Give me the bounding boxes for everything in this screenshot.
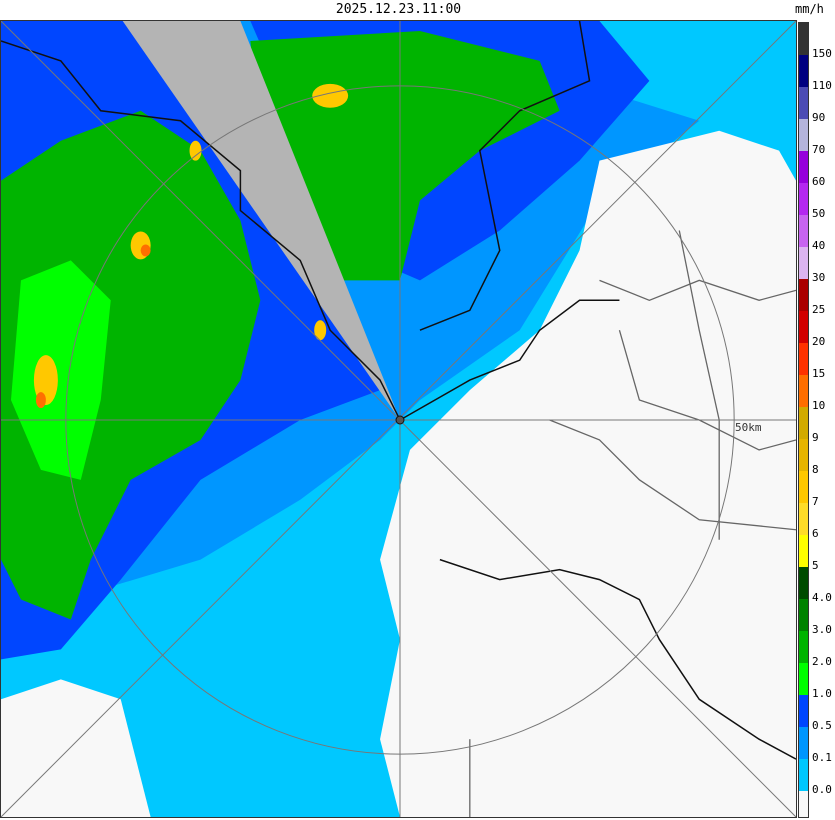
legend-label: 1.0 <box>812 687 832 700</box>
legend-label: 5 <box>812 559 819 572</box>
intense-rain-cells <box>33 83 349 406</box>
legend-swatch <box>799 279 808 311</box>
legend-swatch <box>799 663 808 695</box>
legend-swatch <box>799 343 808 375</box>
legend-label: 10 <box>812 399 826 412</box>
legend-swatch <box>799 55 808 87</box>
legend-swatch <box>799 759 808 791</box>
legend-label: 15 <box>812 367 826 380</box>
legend-label: 110 <box>812 79 832 92</box>
legend-label: 3.0 <box>812 623 832 636</box>
heavy-rain-core <box>10 260 111 480</box>
legend-swatch <box>799 151 808 183</box>
legend-label: 9 <box>812 431 819 444</box>
color-legend-bar <box>798 22 809 818</box>
legend-label: 0.1 <box>812 751 832 764</box>
legend-swatch <box>799 23 808 55</box>
legend-label: 2.0 <box>812 655 832 668</box>
radar-map[interactable] <box>0 20 797 818</box>
legend-swatch <box>799 791 808 817</box>
legend-label: 4.0 <box>812 591 832 604</box>
legend-label: 20 <box>812 335 826 348</box>
legend-swatch <box>799 631 808 663</box>
unit-label: mm/h <box>795 2 824 16</box>
coastline-boundaries <box>1 21 796 760</box>
legend-swatch <box>799 727 808 759</box>
legend-swatch <box>799 247 808 279</box>
legend-swatch <box>799 119 808 151</box>
legend-swatch <box>799 567 808 599</box>
legend-label: 40 <box>812 239 826 252</box>
legend-swatch <box>799 599 808 631</box>
legend-swatch <box>799 375 808 407</box>
legend-swatch <box>799 183 808 215</box>
radar-site-marker <box>395 415 405 425</box>
legend-swatch <box>799 311 808 343</box>
legend-label: 50 <box>812 207 826 220</box>
legend-label: 150 <box>812 47 832 60</box>
legend-label: 0.5 <box>812 719 832 732</box>
legend-label: 0.0 <box>812 783 832 796</box>
legend-label: 60 <box>812 175 826 188</box>
no-rain-area <box>380 130 796 817</box>
legend-swatch <box>799 87 808 119</box>
legend-swatch <box>799 407 808 439</box>
no-rain-area-sw <box>1 679 151 817</box>
legend-swatch <box>799 471 808 503</box>
legend-label: 30 <box>812 271 826 284</box>
legend-swatch <box>799 695 808 727</box>
legend-label: 8 <box>812 463 819 476</box>
range-ring-label: 50km <box>735 421 762 434</box>
timestamp-title: 2025.12.23.11:00 <box>335 2 462 17</box>
heavy-rain-area <box>1 110 261 620</box>
very-intense-rain-cells <box>35 244 151 409</box>
radar-blocked-sector <box>122 21 400 420</box>
legend-label: 70 <box>812 143 826 156</box>
legend-label: 25 <box>812 303 826 316</box>
legend-swatch <box>799 535 808 567</box>
legend-label: 6 <box>812 527 819 540</box>
legend-swatch <box>799 503 808 535</box>
legend-swatch <box>799 439 808 471</box>
legend-swatch <box>799 215 808 247</box>
legend-label: 90 <box>812 111 826 124</box>
legend-label: 7 <box>812 495 819 508</box>
